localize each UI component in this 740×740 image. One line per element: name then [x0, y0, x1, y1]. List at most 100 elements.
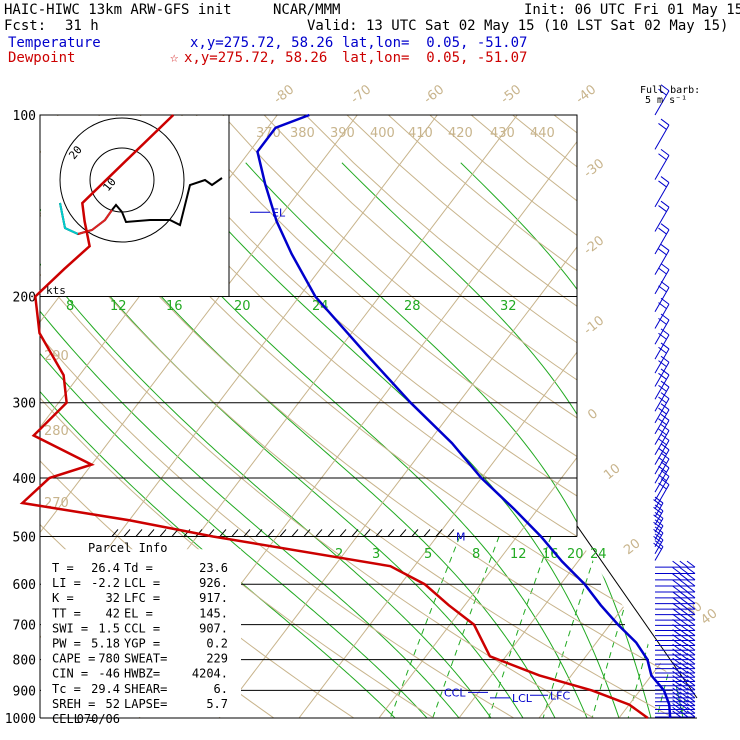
parcel-info-cell: PW = [52, 637, 81, 651]
wind-barb-flag [679, 579, 689, 587]
isotherm-line [699, 115, 740, 718]
pressure-tick-label: 400 [13, 472, 36, 487]
wind-barb-flag [686, 602, 696, 610]
mixing-ratio-label: 2 [335, 547, 343, 562]
lfc-label: LFC [550, 689, 570, 702]
parcel-info-cell: 926. [199, 576, 228, 590]
wind-barb-flag [686, 648, 696, 656]
wind-barb-flag [679, 573, 689, 581]
wind-barb-flag [686, 703, 696, 710]
isotherm-label: -80 [271, 82, 297, 107]
wind-barb-flag [672, 591, 681, 599]
mixing-ratio-label: 8 [66, 299, 74, 314]
wind-barb-flag [658, 227, 667, 235]
parcel-info-title: Parcel Info [88, 541, 167, 555]
mixing-ratio-label: 32 [500, 299, 517, 314]
level-tick [159, 529, 167, 537]
parcel-info-cell: K = [52, 591, 74, 605]
wind-barb-flag [672, 666, 681, 674]
hodograph-trace-low [59, 202, 79, 235]
level-tick [279, 529, 287, 537]
parcel-info-cell: SWI = [52, 621, 88, 635]
parcel-info-cell: 0.2 [206, 637, 228, 651]
wind-barb-flag [672, 687, 681, 695]
wind-barb-flag [660, 452, 670, 460]
wind-barb-flag [686, 643, 696, 651]
wind-barb-flag [679, 560, 689, 568]
wind-barb-flag [672, 699, 681, 707]
level-tick [303, 529, 311, 537]
wind-barb-flag [679, 639, 689, 646]
wind-barb-flag [686, 639, 696, 646]
wind-barb-flag [660, 328, 670, 336]
level-tick [447, 529, 455, 537]
wind-barb-flag [653, 514, 662, 522]
wind-barb-flag [686, 573, 696, 581]
wind-barb-flag [654, 533, 664, 541]
parcel-info-cell: 29.4 [91, 682, 120, 696]
wind-barb-flag [672, 683, 681, 691]
wind-barb-flag [660, 200, 670, 208]
wind-barb-flag [679, 613, 689, 621]
theta-label: 410 [408, 126, 433, 141]
wind-barb-shaft [654, 229, 670, 255]
wind-barb-flag [686, 687, 696, 695]
parcel-info-cell: Tc = [52, 682, 81, 696]
isotherm-line [40, 115, 358, 718]
parcel-info-cell: CAPE = [52, 652, 95, 666]
moist-adiabat-line [104, 162, 588, 718]
wind-barb-flag [672, 629, 681, 636]
wind-barb-flag [686, 629, 696, 636]
parcel-info-cell: 780 [98, 652, 120, 666]
pressure-tick-label: 800 [13, 654, 36, 669]
dry-adiabat-line [346, 115, 697, 718]
mixing-ratio-label: 12 [110, 299, 127, 314]
star-icon: ☆ [170, 50, 179, 66]
fcst-label: Fcst: [4, 18, 47, 34]
parcel-info-cell: LI = [52, 576, 81, 590]
wind-barb-flag [672, 602, 681, 610]
level-tick [231, 529, 239, 537]
hodograph-trace-mid [77, 209, 113, 235]
parcel-info-cell: 1.5 [98, 621, 120, 635]
parcel-info-cell: 5.7 [206, 697, 228, 711]
isotherm-label: -20 [581, 233, 607, 258]
wind-barb-flag [679, 657, 689, 665]
wind-barb-flag [672, 710, 681, 718]
wind-barb-flag [686, 675, 696, 682]
wind-barb-flag [660, 263, 670, 271]
wind-barb-flag [679, 624, 689, 631]
wind-barb-flag [672, 670, 681, 678]
mixing-ratio-label: 16 [166, 299, 183, 314]
wind-barb-flag [658, 407, 667, 415]
dry-adiabat-line [40, 115, 515, 718]
wind-barb-flag [660, 368, 670, 376]
wind-barb-flag [672, 648, 681, 656]
wind-barb-flag [658, 317, 667, 325]
pressure-tick-label: 100 [13, 109, 36, 124]
wind-barb-flag [654, 519, 664, 527]
wind-barb-flag [660, 313, 670, 321]
theta-label: 400 [370, 126, 395, 141]
mixing-ratio-label: 3 [372, 547, 380, 562]
mixing-ratio-line [591, 536, 647, 718]
mixing-ratio-label: 12 [510, 547, 527, 562]
wind-barb-flag [672, 657, 681, 665]
level-tick [351, 529, 359, 537]
parcel-info-cell: 52 [106, 697, 120, 711]
parcel-panel-box [41, 549, 241, 717]
wind-barb-flag [660, 433, 670, 441]
level-tick [363, 529, 371, 537]
temperature-legend-label: Temperature [8, 35, 101, 51]
wind-barb-flag [660, 355, 670, 363]
wind-barb-flag [672, 573, 681, 581]
mixing-ratio-label: 8 [472, 547, 480, 562]
dry-adiabat-line [56, 115, 697, 718]
wind-barb-flag [686, 624, 696, 631]
isotherm-line [378, 115, 697, 718]
isotherm-line [458, 115, 697, 718]
parcel-info-cell: 23.6 [199, 561, 228, 575]
wind-barb-flag [654, 504, 664, 512]
wind-barb-flag [660, 281, 670, 288]
